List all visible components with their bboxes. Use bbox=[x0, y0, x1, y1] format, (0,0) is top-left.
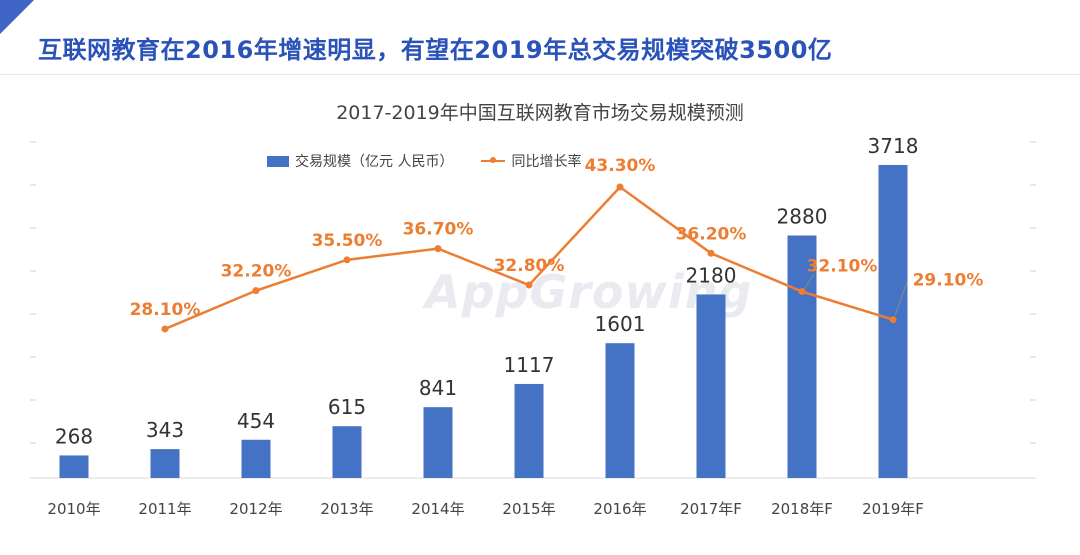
bar bbox=[59, 455, 89, 478]
legend-line-label: 同比增长率 bbox=[511, 154, 582, 170]
x-tick-label: 2017年F bbox=[680, 500, 742, 518]
bar-value-label: 615 bbox=[328, 395, 366, 419]
label-leader bbox=[803, 273, 815, 290]
bar-value-label: 454 bbox=[237, 409, 275, 433]
growth-point bbox=[889, 316, 897, 324]
chart-legend: 交易规模（亿元 人民币） 同比增长率 bbox=[267, 151, 581, 171]
legend-bar-label: 交易规模（亿元 人民币） bbox=[295, 154, 454, 170]
x-tick-label: 2016年 bbox=[593, 500, 646, 518]
bar bbox=[787, 235, 817, 478]
x-tick-label: 2012年 bbox=[229, 500, 282, 518]
bar-value-label: 1601 bbox=[595, 312, 646, 336]
growth-point bbox=[161, 325, 169, 333]
header-divider bbox=[0, 74, 1080, 75]
growth-rate-label: 28.10% bbox=[130, 300, 201, 320]
growth-rate-label: 36.20% bbox=[676, 224, 747, 244]
bar-value-label: 3718 bbox=[868, 134, 919, 158]
growth-point bbox=[252, 287, 260, 295]
bar-value-label: 2180 bbox=[686, 263, 737, 287]
x-tick-label: 2013年 bbox=[320, 500, 373, 518]
growth-rate-label: 32.20% bbox=[221, 262, 292, 282]
growth-rate-label: 32.80% bbox=[494, 256, 565, 276]
growth-rate-label: 32.10% bbox=[807, 257, 878, 277]
growth-rate-label: 36.70% bbox=[403, 220, 474, 240]
x-tick-label: 2014年 bbox=[411, 500, 464, 518]
bar-value-label: 268 bbox=[55, 424, 93, 448]
growth-rate-label: 43.30% bbox=[585, 156, 656, 176]
page-headline: 互联网教育在2016年增速明显，有望在2019年总交易规模突破3500亿 bbox=[38, 36, 833, 64]
bar-value-label: 841 bbox=[419, 376, 457, 400]
bar bbox=[696, 294, 726, 478]
bar bbox=[241, 439, 271, 478]
legend-bar-swatch bbox=[267, 155, 289, 167]
x-tick-label: 2015年 bbox=[502, 500, 555, 518]
growth-rate-label: 29.10% bbox=[913, 271, 984, 291]
bar bbox=[423, 407, 453, 478]
bar-value-label: 1117 bbox=[504, 353, 555, 377]
growth-point bbox=[798, 288, 806, 296]
bar bbox=[605, 343, 635, 478]
x-tick-label: 2011年 bbox=[138, 500, 191, 518]
bar-value-label: 343 bbox=[146, 418, 184, 442]
growth-point bbox=[525, 281, 533, 289]
growth-point bbox=[434, 245, 442, 253]
bar bbox=[332, 426, 362, 478]
x-tick-label: 2018年F bbox=[771, 500, 833, 518]
label-leader bbox=[894, 281, 908, 316]
growth-rate-label: 35.50% bbox=[312, 231, 383, 251]
growth-point bbox=[616, 183, 624, 191]
bar-value-label: 2880 bbox=[777, 205, 828, 229]
bar bbox=[514, 383, 544, 478]
bar bbox=[150, 449, 180, 478]
x-tick-label: 2010年 bbox=[47, 500, 100, 518]
corner-accent bbox=[0, 0, 34, 34]
chart-title: 2017-2019年中国互联网教育市场交易规模预测 bbox=[336, 102, 744, 124]
growth-point bbox=[343, 256, 351, 264]
growth-point bbox=[707, 249, 715, 257]
legend-line-swatch bbox=[481, 157, 506, 163]
x-tick-label: 2019年F bbox=[862, 500, 924, 518]
